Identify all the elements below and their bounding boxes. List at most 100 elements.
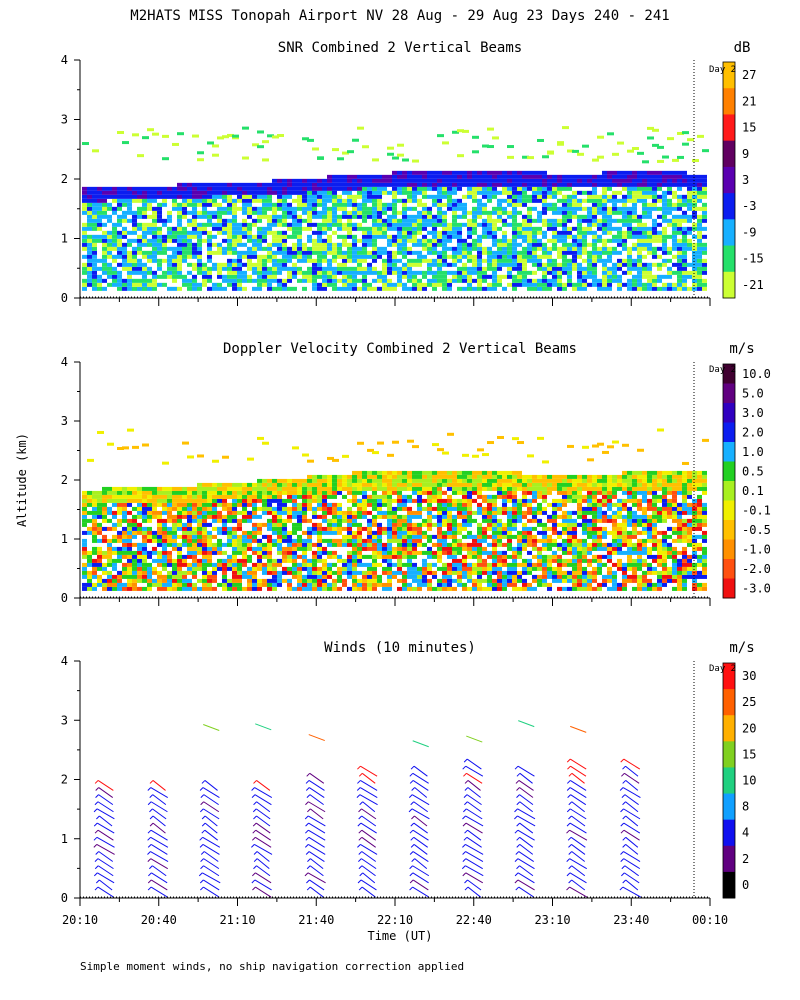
heatmap-cell xyxy=(372,538,377,543)
heatmap-cell xyxy=(437,278,442,283)
heatmap-cell xyxy=(452,202,457,207)
heatmap-cell xyxy=(657,194,662,199)
heatmap-cell xyxy=(197,502,202,507)
heatmap-cell xyxy=(112,546,117,551)
heatmap-cell xyxy=(437,254,442,259)
heatmap-cell xyxy=(162,234,167,239)
heatmap-cell xyxy=(327,574,332,579)
heatmap-cell xyxy=(287,270,292,275)
heatmap-cell xyxy=(247,246,252,251)
heatmap-cell xyxy=(172,498,177,503)
heatmap-cell xyxy=(167,258,172,263)
heatmap-cell xyxy=(552,238,557,243)
heatmap-cell xyxy=(222,502,227,507)
heatmap-cell xyxy=(447,246,452,251)
heatmap-cell xyxy=(287,546,292,551)
heatmap-cell xyxy=(117,218,122,223)
heatmap-cell xyxy=(127,494,132,499)
heatmap-cell xyxy=(477,470,482,475)
heatmap-cell xyxy=(182,530,187,535)
heatmap-cell xyxy=(382,222,387,227)
heatmap-cell xyxy=(287,186,292,191)
heatmap-cell xyxy=(87,274,92,279)
heatmap-cell xyxy=(382,282,387,287)
heatmap-cell xyxy=(672,206,677,211)
heatmap-cell xyxy=(322,230,327,235)
heatmap-cell xyxy=(122,570,127,575)
heatmap-cell xyxy=(332,278,337,283)
heatmap-cell xyxy=(107,442,114,446)
heatmap-cell xyxy=(212,546,217,551)
heatmap-cell xyxy=(362,182,367,187)
heatmap-cell xyxy=(417,506,422,511)
heatmap-cell xyxy=(602,250,607,255)
heatmap-cell xyxy=(392,206,397,211)
heatmap-cell xyxy=(422,558,427,563)
heatmap-cell xyxy=(262,522,267,527)
heatmap-cell xyxy=(202,574,207,579)
heatmap-cell xyxy=(157,266,162,271)
heatmap-cell xyxy=(612,190,617,195)
heatmap-cell xyxy=(652,128,659,132)
heatmap-cell xyxy=(287,202,292,207)
heatmap-cell xyxy=(117,498,122,503)
heatmap-cell xyxy=(452,210,457,215)
heatmap-cell xyxy=(362,202,367,207)
heatmap-cell xyxy=(147,486,152,491)
heatmap-cell xyxy=(247,578,252,583)
heatmap-cell xyxy=(137,494,142,499)
heatmap-cell xyxy=(347,194,352,199)
heatmap-cell xyxy=(337,194,342,199)
heatmap-cell xyxy=(282,242,287,247)
heatmap-cell xyxy=(327,214,332,219)
heatmap-cell xyxy=(282,554,287,559)
heatmap-cell xyxy=(267,250,272,255)
heatmap-cell xyxy=(502,206,507,211)
heatmap-cell xyxy=(447,514,452,519)
heatmap-cell xyxy=(382,182,387,187)
heatmap-cell xyxy=(207,554,212,559)
heatmap-cell xyxy=(207,558,212,563)
heatmap-cell xyxy=(137,194,142,199)
heatmap-cell xyxy=(477,250,482,255)
heatmap-cell xyxy=(87,242,92,247)
heatmap-cell xyxy=(187,254,192,259)
heatmap-cell xyxy=(627,246,632,251)
heatmap-cell xyxy=(142,210,147,215)
heatmap-cell xyxy=(472,518,477,523)
heatmap-cell xyxy=(92,234,97,239)
heatmap-cell xyxy=(207,210,212,215)
heatmap-cell xyxy=(82,506,87,511)
heatmap-cell xyxy=(302,502,307,507)
heatmap-cell xyxy=(462,570,467,575)
heatmap-cell xyxy=(362,470,367,475)
heatmap-cell xyxy=(667,210,672,215)
heatmap-cell xyxy=(197,238,202,243)
heatmap-cell xyxy=(507,238,512,243)
heatmap-cell xyxy=(342,214,347,219)
heatmap-cell xyxy=(332,270,337,275)
heatmap-cell xyxy=(112,550,117,555)
heatmap-cell xyxy=(447,278,452,283)
doppler-heatmap xyxy=(82,428,709,591)
heatmap-cell xyxy=(232,206,237,211)
heatmap-cell xyxy=(282,558,287,563)
heatmap-cell xyxy=(277,234,282,239)
heatmap-cell xyxy=(337,270,342,275)
heatmap-cell xyxy=(147,258,152,263)
heatmap-cell xyxy=(302,530,307,535)
heatmap-cell xyxy=(282,238,287,243)
heatmap-cell xyxy=(152,506,157,511)
heatmap-cell xyxy=(207,258,212,263)
heatmap-cell xyxy=(507,274,512,279)
heatmap-cell xyxy=(87,458,94,462)
heatmap-cell xyxy=(402,234,407,239)
heatmap-cell xyxy=(417,538,422,543)
heatmap-cell xyxy=(642,206,647,211)
heatmap-cell xyxy=(522,198,527,203)
heatmap-cell xyxy=(702,178,707,183)
heatmap-cell xyxy=(407,198,412,203)
heatmap-cell xyxy=(182,582,187,587)
heatmap-cell xyxy=(92,530,97,535)
heatmap-cell xyxy=(257,230,262,235)
